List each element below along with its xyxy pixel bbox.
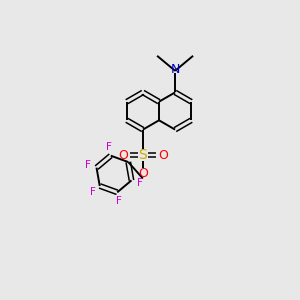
- Text: O: O: [158, 148, 168, 162]
- Text: F: F: [90, 187, 96, 197]
- Text: F: F: [106, 142, 112, 152]
- Text: O: O: [138, 167, 148, 180]
- Text: F: F: [137, 178, 143, 188]
- Text: F: F: [116, 196, 122, 206]
- Text: S: S: [139, 148, 147, 162]
- Text: N: N: [170, 63, 180, 76]
- Text: O: O: [118, 148, 128, 162]
- Text: F: F: [85, 160, 91, 170]
